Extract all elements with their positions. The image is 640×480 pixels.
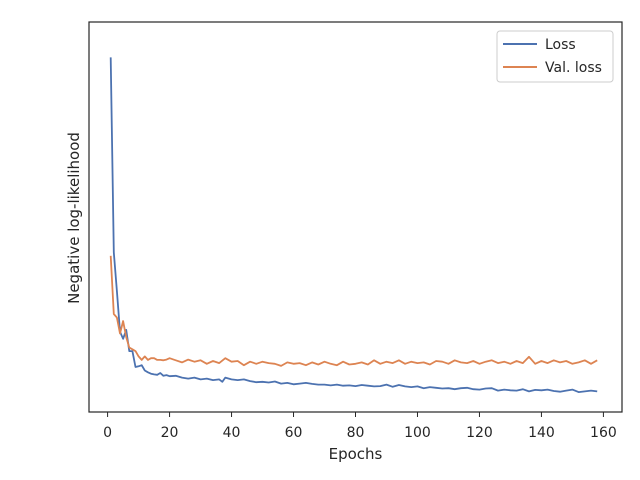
series-line-val-loss (109, 255, 598, 367)
series-layer (109, 57, 598, 393)
x-axis-title: Epochs (329, 445, 383, 463)
y-axis-title: Negative log-likelihood (65, 132, 83, 304)
x-tick-label: 100 (404, 425, 431, 441)
plot-frame (88, 21, 623, 413)
x-tick-label: 20 (161, 425, 179, 441)
x-tick-label: 80 (347, 425, 365, 441)
series-line-loss (109, 57, 598, 393)
x-tick-label: 140 (528, 425, 555, 441)
x-tick-label: 0 (103, 425, 112, 441)
legend: Loss Val. loss (496, 30, 614, 83)
x-tick-label: 40 (223, 425, 241, 441)
legend-label-loss: Loss (545, 37, 576, 53)
x-tick-label: 120 (466, 425, 493, 441)
x-axis-ticks: 0 20 40 60 80 100 120 140 160 (103, 412, 617, 441)
x-tick-label: 60 (285, 425, 303, 441)
legend-label-val-loss: Val. loss (545, 60, 602, 76)
x-tick-label: 160 (590, 425, 617, 441)
